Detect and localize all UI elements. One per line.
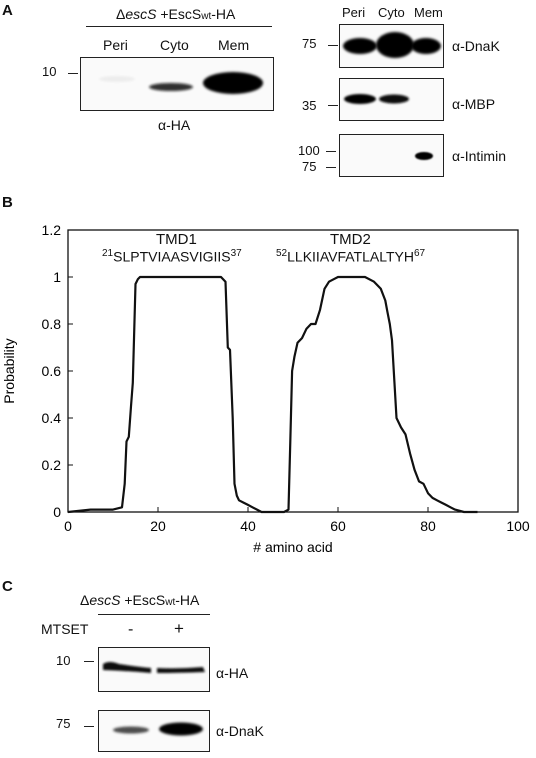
tmd2-seq-end: 67 xyxy=(413,248,426,259)
y-tick-label: 0.4 xyxy=(42,410,62,426)
band-cyto xyxy=(149,83,193,91)
panel-c-strain-label: ΔescS +EscSwt-HA xyxy=(80,592,199,608)
probability-line xyxy=(67,275,478,514)
y-tick-label: 0.2 xyxy=(42,457,62,473)
y-tick-label: 1 xyxy=(53,269,61,285)
panel-a-strain-label: ΔescS +EscSwt-HA xyxy=(116,6,235,22)
tmd1-title: TMD1 xyxy=(156,231,197,248)
strain-sub: wt xyxy=(165,597,176,608)
blot-dnak-fractions xyxy=(339,24,444,68)
chart-y-axis-label: Probability xyxy=(1,338,17,403)
blot-ha-bands xyxy=(99,72,263,94)
strain-suffix: +EscS xyxy=(120,592,166,608)
panel-a-letter: A xyxy=(2,2,13,19)
antibody-dnak-label: α-DnaK xyxy=(452,38,500,54)
band-mem xyxy=(203,72,263,94)
marker-tick xyxy=(84,726,94,727)
marker-75-dnak: 75 xyxy=(302,36,317,51)
tmd1-seq: SLPTVIAASVIGIIS xyxy=(113,248,231,265)
strain-gene: escS xyxy=(125,6,157,22)
strain-gene: escS xyxy=(89,592,121,608)
marker-75-c: 75 xyxy=(56,716,71,731)
x-tick-label: 100 xyxy=(506,518,530,534)
marker-tick xyxy=(328,45,338,46)
band-peri xyxy=(344,94,376,104)
band-plus xyxy=(159,722,203,736)
treatment-label: MTSET xyxy=(41,621,89,637)
x-tick-label: 0 xyxy=(64,518,72,534)
marker-tick xyxy=(84,661,94,662)
antibody-intimin-label: α-Intimin xyxy=(452,148,506,164)
marker-10-ha: 10 xyxy=(42,64,57,79)
band-minus xyxy=(103,662,151,673)
strain-sub: wt xyxy=(201,11,212,22)
tmd1-seq-end: 37 xyxy=(230,248,242,259)
blot-mbp-bands xyxy=(344,94,409,104)
chart-x-axis-label: # amino acid xyxy=(253,539,332,555)
marker-100-intimin: 100 xyxy=(298,143,320,158)
blot-c-dnak-bands xyxy=(113,722,203,736)
blot-c-dnak xyxy=(98,710,210,752)
chart-ticks: 0 20 40 60 80 100 0 0.2 0.4 0.6 0.8 1 1.2 xyxy=(42,222,530,534)
strain-prefix: Δ xyxy=(116,6,126,22)
lane-label-peri: Peri xyxy=(103,37,128,53)
marker-tick xyxy=(328,105,338,106)
blot-intimin-bands xyxy=(415,152,433,160)
marker-tick xyxy=(326,151,336,152)
y-tick-label: 0.6 xyxy=(42,363,62,379)
strain-tag: -HA xyxy=(175,592,200,608)
antibody-c-ha-label: α-HA xyxy=(216,665,249,681)
condition-minus: - xyxy=(128,621,134,638)
strain-suffix: +EscS xyxy=(156,6,202,22)
blot-intimin-fractions xyxy=(339,134,444,177)
y-tick-label: 1.2 xyxy=(42,222,62,238)
x-tick-label: 40 xyxy=(240,518,256,534)
strain-prefix: Δ xyxy=(80,592,90,608)
blot-mbp-fractions xyxy=(339,78,444,121)
blot-c-ha-bands xyxy=(103,662,205,673)
panel-c-strain-rule xyxy=(98,614,210,615)
band-plus xyxy=(157,667,205,673)
right-lane-label-peri: Peri xyxy=(342,5,366,20)
band-cyto xyxy=(376,32,414,58)
antibody-ha-label: α-HA xyxy=(158,117,191,133)
marker-10-c: 10 xyxy=(56,653,71,668)
y-tick-label: 0.8 xyxy=(42,316,62,332)
hydrophobicity-chart: 0 20 40 60 80 100 0 0.2 0.4 0.6 0.8 1 1.2 # amino ac… xyxy=(1,222,530,555)
tmd1-sequence: 21SLPTVIAASVIGIIS37 xyxy=(102,248,242,265)
panel-a-strain-rule xyxy=(86,26,272,27)
panel-c-letter: C xyxy=(2,578,13,595)
antibody-c-dnak-label: α-DnaK xyxy=(216,723,264,739)
band-cyto xyxy=(379,94,409,104)
tmd2-seq: LLKIIAVFATLALTYH xyxy=(287,248,414,265)
band-minus xyxy=(113,726,149,734)
marker-tick xyxy=(68,73,78,74)
lane-label-mem: Mem xyxy=(218,37,250,53)
tmd1-seq-start: 21 xyxy=(102,248,114,259)
x-tick-label: 60 xyxy=(330,518,346,534)
condition-plus: + xyxy=(174,619,184,638)
tmd2-seq-start: 52 xyxy=(276,248,288,259)
x-tick-label: 20 xyxy=(150,518,166,534)
right-lane-label-mem: Mem xyxy=(414,5,443,20)
strain-tag: -HA xyxy=(211,6,236,22)
x-tick-label: 80 xyxy=(420,518,436,534)
lane-label-cyto: Cyto xyxy=(160,37,189,53)
blot-ha-fractions xyxy=(80,57,274,111)
blot-c-ha xyxy=(98,647,210,692)
marker-35-mbp: 35 xyxy=(302,98,317,113)
marker-tick xyxy=(326,167,336,168)
right-lane-label-cyto: Cyto xyxy=(378,5,405,20)
band-peri xyxy=(343,38,377,54)
band-mem xyxy=(415,152,433,160)
panel-b-letter: B xyxy=(2,194,13,211)
blot-dnak-bands xyxy=(343,32,441,58)
marker-75-intimin: 75 xyxy=(302,159,317,174)
tmd2-sequence: 52LLKIIAVFATLALTYH67 xyxy=(276,248,425,265)
band-peri xyxy=(99,76,135,82)
tmd2-title: TMD2 xyxy=(330,231,371,248)
y-tick-label: 0 xyxy=(53,504,61,520)
antibody-mbp-label: α-MBP xyxy=(452,96,496,112)
band-mem xyxy=(411,38,441,54)
